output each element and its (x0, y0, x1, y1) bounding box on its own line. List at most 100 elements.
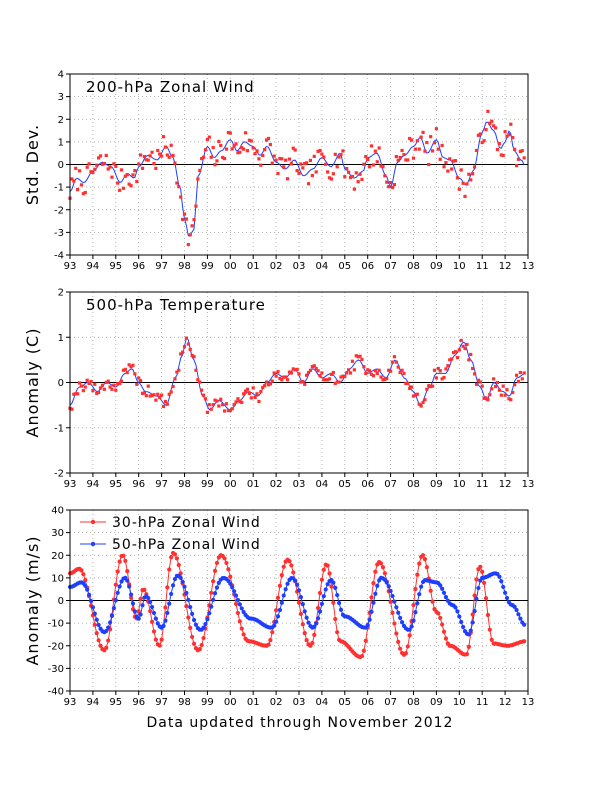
point-50hpa (106, 625, 111, 630)
monthly-point (129, 365, 133, 369)
point-50hpa (438, 583, 443, 588)
monthly-point (434, 127, 438, 131)
panel-1-monthly-points (68, 109, 526, 247)
y-tick-label: 2 (58, 115, 64, 126)
x-tick-label: 97 (155, 261, 168, 272)
monthly-point (196, 177, 200, 181)
monthly-point (308, 368, 313, 372)
monthly-point (400, 368, 404, 372)
x-tick-label: 95 (109, 697, 122, 708)
monthly-point (430, 149, 435, 153)
y-tick-label: 0 (58, 596, 64, 607)
monthly-point (373, 369, 377, 373)
monthly-point (108, 385, 112, 389)
x-tick-label: 12 (499, 261, 512, 272)
monthly-point (76, 188, 80, 192)
monthly-point (186, 242, 190, 247)
point-50hpa (216, 580, 221, 585)
point-30hpa (300, 622, 305, 627)
x-tick-label: 95 (109, 479, 122, 490)
x-tick-label: 93 (64, 479, 77, 490)
point-50hpa (163, 618, 168, 623)
monthly-point (289, 162, 293, 166)
monthly-point (179, 195, 183, 199)
monthly-point (450, 357, 454, 361)
monthly-point (350, 359, 355, 363)
monthly-point (194, 204, 198, 208)
point-30hpa (235, 610, 241, 616)
monthly-point (379, 164, 383, 168)
monthly-point (356, 355, 360, 359)
monthly-point (459, 338, 463, 343)
monthly-point (423, 149, 427, 153)
point-30hpa (241, 632, 246, 637)
point-30hpa (310, 640, 315, 646)
monthly-point (257, 399, 261, 404)
monthly-point (320, 371, 324, 375)
monthly-point (303, 161, 307, 166)
monthly-point (173, 377, 177, 381)
monthly-point (221, 403, 225, 407)
monthly-point (180, 350, 185, 354)
x-tick-label: 09 (430, 261, 443, 272)
x-tick-label: 10 (453, 479, 466, 490)
monthly-point (518, 149, 522, 153)
point-30hpa (466, 644, 471, 649)
monthly-point (387, 368, 391, 372)
monthly-point (137, 376, 141, 380)
panel-3-grid (70, 510, 528, 691)
monthly-point (251, 146, 255, 150)
monthly-point (278, 376, 282, 381)
monthly-point (198, 380, 202, 384)
monthly-point (398, 370, 402, 375)
monthly-point (184, 336, 189, 340)
monthly-point (518, 370, 522, 375)
monthly-point (158, 395, 162, 400)
x-tick-label: 04 (316, 697, 329, 708)
point-50hpa (367, 617, 372, 622)
panel-1-title: 200-hPa Zonal Wind (86, 78, 255, 96)
monthly-point (253, 395, 257, 400)
monthly-point (514, 373, 519, 377)
point-50hpa (413, 610, 418, 615)
monthly-point (381, 378, 385, 382)
point-30hpa (188, 625, 193, 630)
monthly-point (221, 155, 225, 160)
monthly-point (104, 380, 108, 385)
y-tick-label: -20 (48, 641, 64, 652)
point-30hpa (92, 622, 97, 627)
monthly-point (91, 389, 95, 393)
point-30hpa (197, 647, 202, 652)
point-30hpa (363, 638, 368, 643)
monthly-point (217, 139, 221, 144)
monthly-point (505, 134, 509, 138)
series-30hpa-points (67, 550, 527, 660)
x-tick-label: 10 (453, 697, 466, 708)
monthly-point (402, 371, 406, 376)
x-tick-label: 03 (293, 697, 306, 708)
point-30hpa (487, 627, 492, 632)
monthly-point (190, 224, 194, 228)
monthly-point (192, 355, 196, 359)
point-30hpa (123, 558, 128, 564)
monthly-point (240, 400, 244, 405)
y-tick-label: -30 (48, 664, 64, 675)
monthly-point (516, 379, 521, 384)
x-tick-label: 97 (155, 697, 168, 708)
point-50hpa (283, 587, 288, 592)
point-50hpa (373, 591, 378, 596)
monthly-point (98, 386, 103, 390)
x-tick-label: 99 (201, 479, 214, 490)
point-30hpa (436, 611, 441, 616)
point-30hpa (209, 590, 214, 595)
monthly-point (77, 381, 82, 385)
monthly-point (89, 170, 93, 174)
monthly-point (425, 140, 429, 145)
monthly-point (478, 132, 482, 136)
monthly-point (354, 171, 358, 175)
point-30hpa (94, 630, 99, 636)
monthly-point (455, 176, 459, 180)
point-50hpa (501, 584, 506, 590)
monthly-point (467, 358, 471, 362)
monthly-point (282, 165, 286, 169)
